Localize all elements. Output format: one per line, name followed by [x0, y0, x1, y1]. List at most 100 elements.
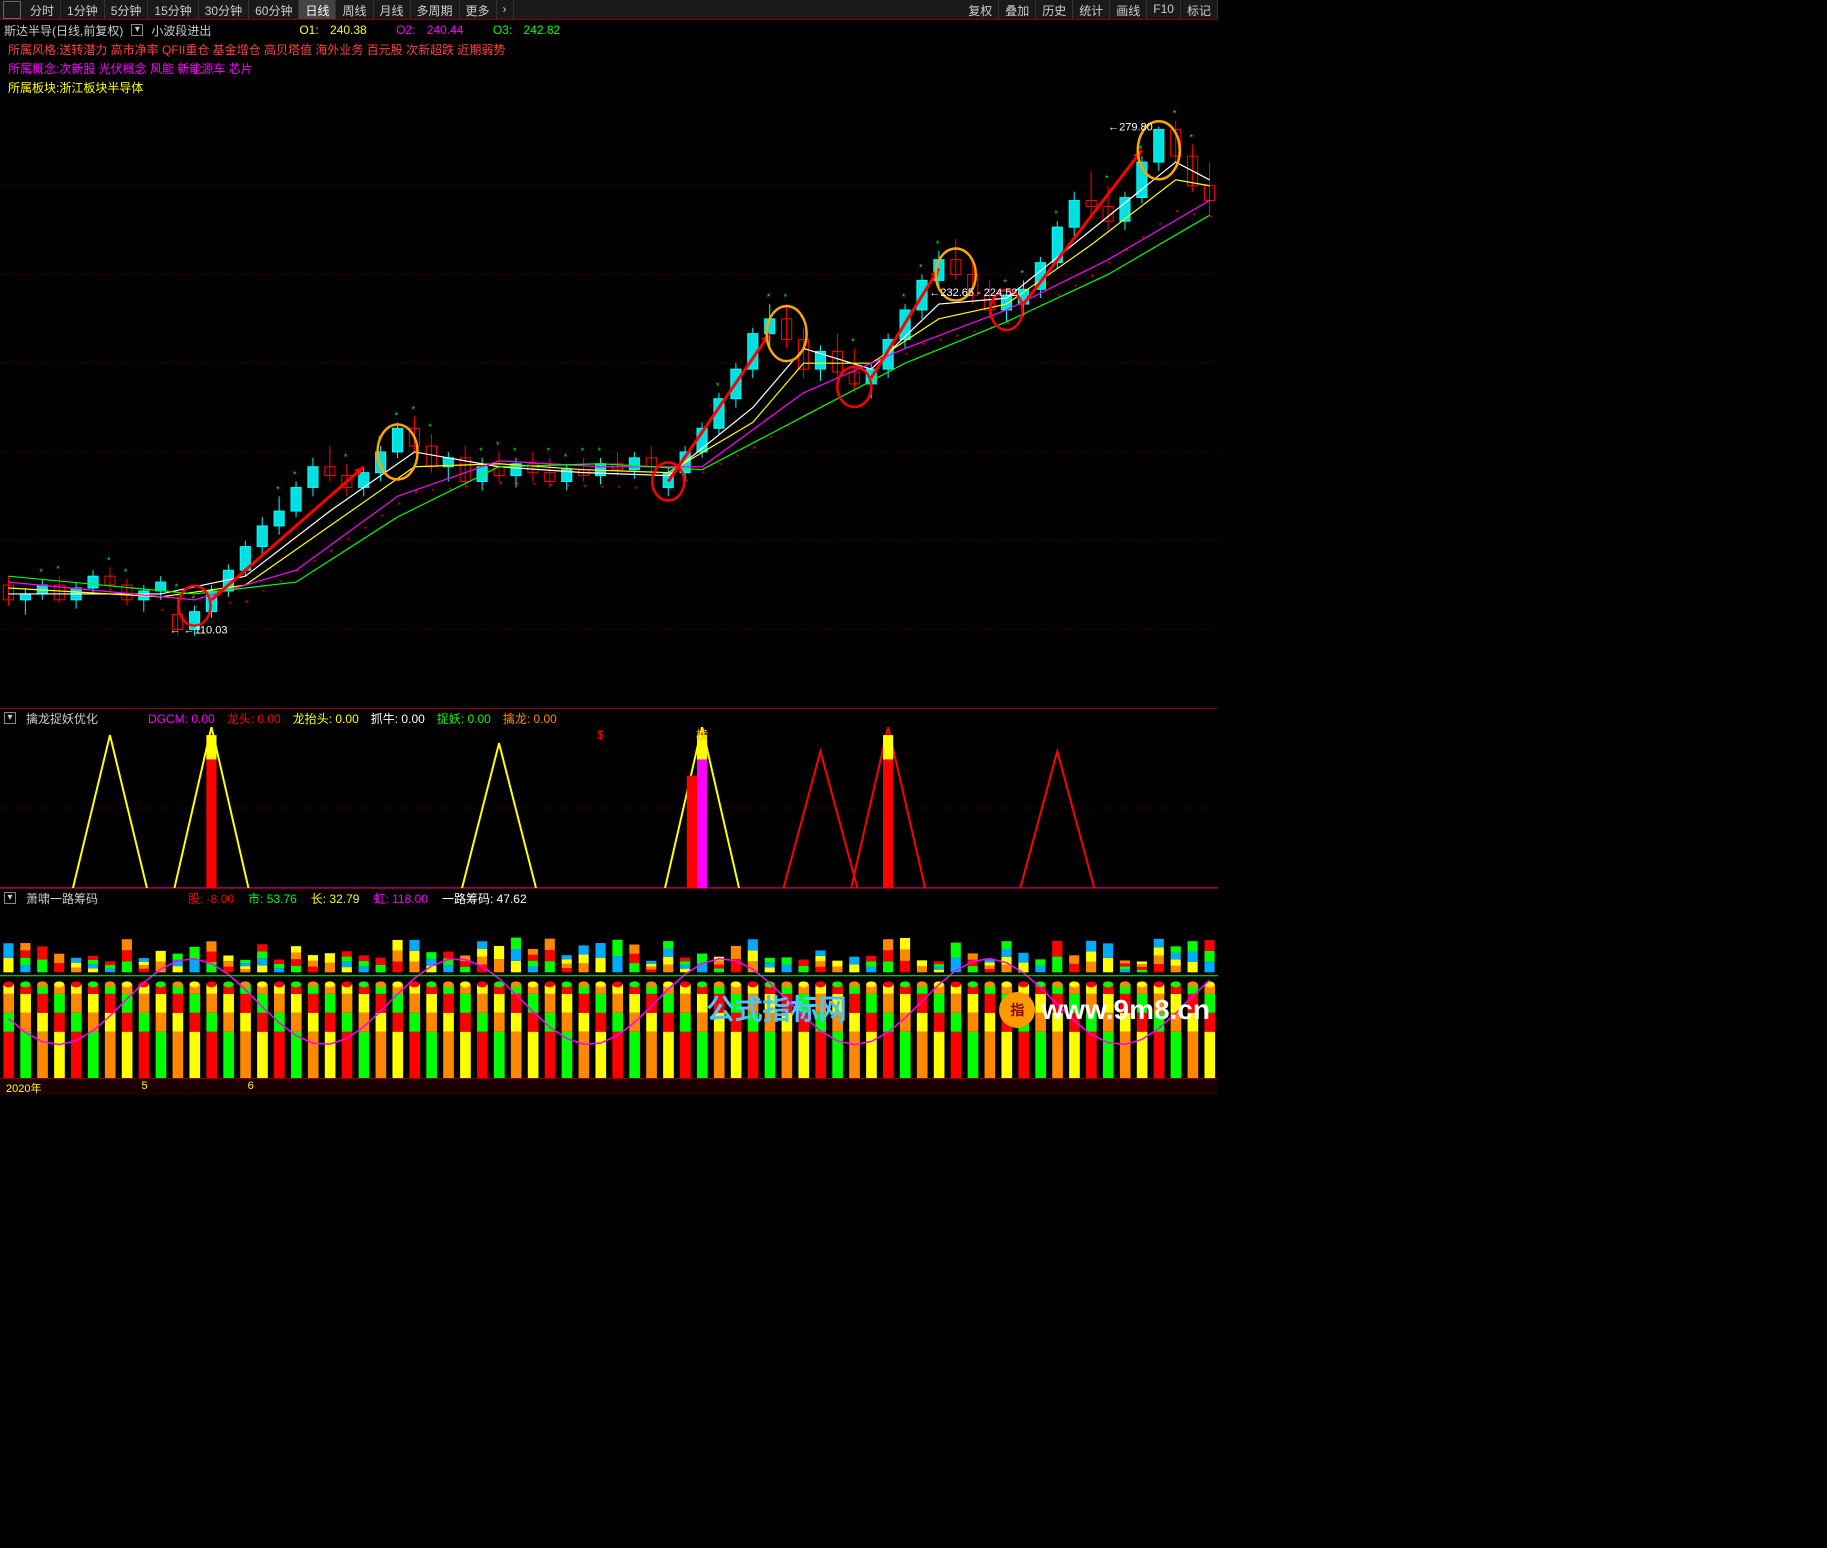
chart-svg: * * * * * * * * * * * * * * * * * * * * * * * * * * * * * * * * * * * * * * * *…: [0, 97, 1218, 708]
timeframe-日线[interactable]: 日线: [299, 0, 336, 19]
panel3-title: 萧啸一路筹码: [26, 890, 98, 907]
watermark: 指 www.9m8.cn: [999, 992, 1210, 1028]
svg-text:*: *: [56, 564, 60, 574]
svg-text:*: *: [973, 329, 976, 338]
svg-text:$: $: [597, 728, 604, 742]
svg-text:*: *: [564, 452, 568, 462]
svg-text:*: *: [1105, 174, 1109, 184]
svg-text:*: *: [161, 608, 164, 617]
svg-text:*: *: [990, 325, 993, 334]
svg-text:*: *: [1210, 214, 1213, 223]
svg-text:*: *: [1173, 109, 1177, 119]
svg-text:*: *: [344, 452, 348, 462]
svg-text:*: *: [598, 446, 602, 456]
svg-text:*: *: [547, 446, 551, 456]
svg-text:*: *: [1190, 132, 1194, 142]
expand-icon[interactable]: ▾: [131, 24, 143, 36]
svg-text:*: *: [716, 381, 720, 391]
info-lines: 所属风格:送转潜力 高市净率 QFII重仓 基金增仓 高贝塔值 海外业务 百元股…: [0, 40, 1218, 97]
timeframe-5分钟[interactable]: 5分钟: [105, 0, 149, 19]
svg-text:*: *: [902, 292, 906, 302]
expand-icon[interactable]: ▾: [4, 712, 16, 724]
info-line: 所属板块:浙江板块半导体: [0, 78, 1218, 97]
svg-text:*: *: [124, 567, 128, 577]
svg-text:*: *: [584, 483, 587, 492]
svg-text:*: *: [330, 548, 333, 557]
panel3-header: ▾ 萧啸一路筹码 股: -8.00市: 53.76长: 32.79虹: 118.…: [0, 889, 1218, 907]
svg-text:*: *: [753, 445, 756, 454]
svg-text:*: *: [804, 413, 807, 422]
svg-text:*: *: [347, 537, 350, 546]
timeframe-周线[interactable]: 周线: [336, 0, 373, 19]
svg-text:*: *: [398, 501, 401, 510]
timeframe-tabs: 分时1分钟5分钟15分钟30分钟60分钟日线周线月线多周期更多›: [24, 0, 962, 19]
timeframe-多周期[interactable]: 多周期: [411, 0, 460, 19]
chart-title-row: 斯达半导(日线,前复权) ▾ 小波段进出 O1: 240.38 O2: 240.…: [0, 20, 1218, 40]
timeframe-分时[interactable]: 分时: [24, 0, 61, 19]
svg-text:*: *: [479, 446, 483, 456]
svg-text:*: *: [719, 462, 722, 471]
timeframe-更多[interactable]: 更多: [460, 0, 497, 19]
toolbar-复权[interactable]: 复权: [962, 0, 999, 19]
timeframe-月线[interactable]: 月线: [374, 0, 411, 19]
svg-text:*: *: [634, 485, 637, 494]
top-toolbar: 分时1分钟5分钟15分钟30分钟60分钟日线周线月线多周期更多› 复权叠加历史统…: [0, 0, 1218, 20]
svg-text:←: ←: [170, 624, 181, 636]
svg-text:*: *: [905, 351, 908, 360]
svg-text:*: *: [364, 525, 367, 534]
toolbar-统计[interactable]: 统计: [1073, 0, 1110, 19]
app-icon: [3, 1, 21, 19]
svg-text:*: *: [851, 336, 855, 346]
toolbar-标记[interactable]: 标记: [1181, 0, 1218, 19]
svg-text:*: *: [601, 484, 604, 493]
svg-text:*: *: [736, 453, 739, 462]
svg-text:*: *: [770, 434, 773, 443]
svg-text:*: *: [381, 513, 384, 522]
toolbar-right: 复权叠加历史统计画线F10标记: [962, 0, 1218, 19]
svg-text:*: *: [533, 482, 536, 491]
svg-text:*: *: [936, 239, 940, 249]
main-candlestick-chart[interactable]: * * * * * * * * * * * * * * * * * * * * * * * * * * * * * * * * * * * * * * * *…: [0, 97, 1218, 709]
toolbar-历史[interactable]: 历史: [1036, 0, 1073, 19]
stock-name: 斯达半导(日线,前复权): [4, 22, 123, 39]
svg-text:*: *: [293, 470, 297, 480]
indicator-panel-2[interactable]: ▾ 擒龙捉妖优化 DGCM: 0.00龙头: 0.00龙抬头: 0.00抓牛: …: [0, 709, 1218, 889]
svg-text:←232.65 - 224.52: ←232.65 - 224.52: [929, 287, 1017, 299]
timeframe-1分钟[interactable]: 1分钟: [61, 0, 105, 19]
timeframe-30分钟[interactable]: 30分钟: [199, 0, 249, 19]
more-icon[interactable]: ›: [497, 0, 514, 19]
svg-text:*: *: [513, 446, 517, 456]
timeframe-60分钟[interactable]: 60分钟: [249, 0, 299, 19]
svg-text:*: *: [262, 589, 265, 598]
time-axis-footer: 2020年56: [0, 1079, 1218, 1095]
toolbar-F10[interactable]: F10: [1147, 0, 1181, 19]
svg-text:*: *: [245, 599, 248, 608]
toolbar-叠加[interactable]: 叠加: [999, 0, 1036, 19]
svg-text:*: *: [431, 488, 434, 497]
svg-text:*: *: [1193, 211, 1196, 220]
panel2-body: $榜: [0, 727, 1218, 888]
indicator-panel-3[interactable]: ▾ 萧啸一路筹码 股: -8.00市: 53.76长: 32.79虹: 118.…: [0, 889, 1218, 1079]
o3-label: O3: 242.82: [493, 23, 568, 37]
toolbar-画线[interactable]: 画线: [1110, 0, 1147, 19]
svg-text:←279.80: ←279.80: [1108, 122, 1153, 134]
svg-text:*: *: [1176, 208, 1179, 217]
watermark-logo-icon: 指: [999, 992, 1035, 1028]
svg-text:*: *: [702, 470, 705, 479]
svg-text:*: *: [428, 422, 432, 432]
timeframe-15分钟[interactable]: 15分钟: [148, 0, 198, 19]
svg-text:*: *: [499, 480, 502, 489]
svg-text:*: *: [784, 292, 788, 302]
panel2-header: ▾ 擒龙捉妖优化 DGCM: 0.00龙头: 0.00龙抬头: 0.00抓牛: …: [0, 709, 1218, 727]
info-line: 所属风格:送转潜力 高市净率 QFII重仓 基金增仓 高贝塔值 海外业务 百元股…: [0, 40, 1218, 59]
svg-text:*: *: [313, 559, 316, 568]
info-line: 所属概念:次新股 光伏概念 风能 新能源车 芯片: [0, 59, 1218, 78]
svg-text:*: *: [496, 440, 500, 450]
svg-text:*: *: [107, 555, 111, 565]
svg-text:*: *: [276, 484, 280, 494]
svg-text:*: *: [581, 446, 585, 456]
svg-text:*: *: [922, 341, 925, 350]
expand-icon[interactable]: ▾: [4, 892, 16, 904]
o2-label: O2: 240.44: [396, 23, 471, 37]
svg-text:*: *: [767, 292, 771, 302]
